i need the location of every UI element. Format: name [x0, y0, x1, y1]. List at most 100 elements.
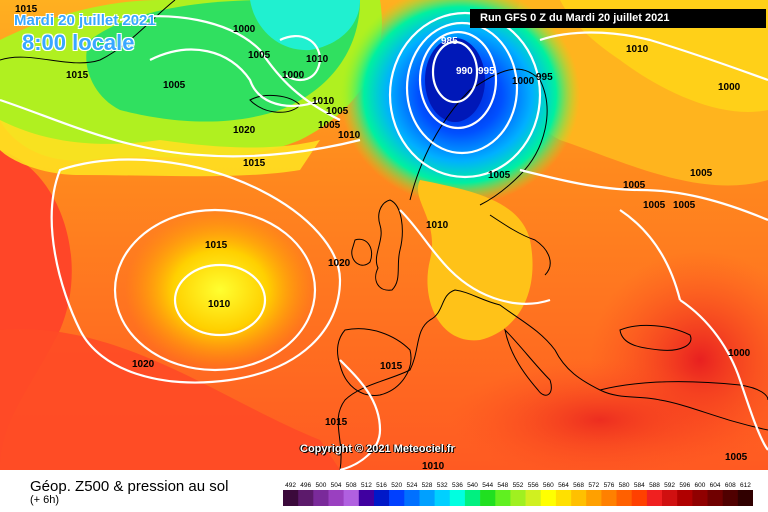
- scale-swatch: [389, 490, 405, 506]
- isobar-label: 1010: [626, 44, 649, 55]
- date-label: Mardi 20 juillet 2021: [14, 12, 156, 29]
- scale-tick-label: 536: [452, 482, 463, 489]
- scale-swatch: [677, 490, 693, 506]
- scale-swatch: [404, 490, 420, 506]
- isobar-label: 990: [456, 66, 473, 77]
- coast-uk: [375, 199, 403, 291]
- isobar-label: 1000: [233, 24, 256, 35]
- scale-tick-label: 564: [558, 482, 569, 489]
- isobar-1005-east2: [619, 209, 682, 301]
- scale-swatch: [298, 490, 314, 506]
- scale-tick-label: 500: [315, 482, 326, 489]
- field-high: [125, 210, 315, 370]
- scale-swatch: [586, 490, 602, 506]
- scale-swatch: [525, 490, 542, 506]
- scale-tick-label: 504: [331, 482, 342, 489]
- scale-swatch: [616, 490, 632, 506]
- coast-europe: [337, 289, 768, 470]
- scale-swatch: [358, 490, 375, 506]
- isobar-label: 1005: [163, 80, 186, 91]
- field-hot-south: [450, 360, 750, 470]
- isobar-label: 995: [536, 72, 553, 83]
- isobar-label: 1000: [728, 348, 751, 359]
- scale-tick-label: 608: [725, 482, 736, 489]
- isobar-label: 1015: [205, 240, 228, 251]
- scale-swatch: [722, 490, 739, 506]
- isobar-1000-north: [279, 35, 322, 82]
- isobar-1010-north: [119, 15, 341, 121]
- weather-map: 1015 1000 1005 1010 1005 1000 1015 1005 …: [0, 0, 768, 470]
- scale-tick-label: 496: [300, 482, 311, 489]
- scale-tick-label: 492: [285, 482, 296, 489]
- isobar-labels: 1015 1000 1005 1010 1005 1000 1015 1005 …: [15, 4, 751, 470]
- scale-swatch: [555, 490, 572, 506]
- scale-tick-label: 612: [740, 482, 751, 489]
- legend-title: Géop. Z500 & pression au sol: [30, 478, 229, 495]
- isobar-1015-med: [339, 359, 382, 470]
- isobar-label: 1020: [328, 258, 351, 269]
- coast-ireland: [351, 238, 373, 266]
- scale-tick-label: 604: [710, 482, 721, 489]
- scale-tick-label: 560: [543, 482, 554, 489]
- coast-baltic: [489, 214, 551, 276]
- isobar-label: 1005: [326, 106, 349, 117]
- isobar-label: 1020: [233, 125, 256, 136]
- isobar-label: 1005: [623, 180, 646, 191]
- isobar-label: 1005: [673, 200, 696, 211]
- isobars: [0, 11, 768, 470]
- scale-tick-label: 576: [604, 482, 615, 489]
- isobar-label: 1005: [488, 170, 511, 181]
- isobar-low-995: [405, 21, 519, 155]
- isobar-label: 1015: [325, 417, 348, 428]
- scale-swatch: [374, 490, 390, 506]
- isobar-label: 1005: [643, 200, 666, 211]
- scale-swatch: [540, 490, 557, 506]
- isobar-label: 1020: [132, 359, 155, 370]
- isobar-high-1010: [173, 263, 267, 337]
- scale-tick-label: 508: [346, 482, 357, 489]
- scale-swatch: [737, 490, 753, 506]
- isobar-label: 1010: [306, 54, 329, 65]
- field-trough-cyan: [250, 0, 360, 51]
- run-label: Run GFS 0 Z du Mardi 20 juillet 2021: [470, 9, 766, 28]
- isobar-label: 1010: [208, 299, 231, 310]
- scale-tick-label: 592: [664, 482, 675, 489]
- scale-swatch: [510, 490, 526, 506]
- isobar-1015-north: [0, 98, 361, 158]
- isobar-label: 995: [478, 66, 495, 77]
- scale-tick-label: 588: [649, 482, 660, 489]
- scale-swatch: [480, 490, 496, 506]
- scale-tick-label: 528: [422, 482, 433, 489]
- coast-iberia: [337, 328, 412, 396]
- scale-tick-label: 512: [361, 482, 372, 489]
- field-red-south: [0, 329, 340, 470]
- time-label: 8:00 locale: [22, 30, 135, 55]
- scale-tick-label: 544: [482, 482, 493, 489]
- scale-swatch: [707, 490, 723, 506]
- copyright-label: Copyright © 2021 Meteociel.fr: [300, 443, 455, 455]
- isobar-1020-west: [50, 158, 342, 384]
- isobar-label: 1015: [243, 158, 266, 169]
- isobar-label: 1005: [690, 168, 713, 179]
- isobar-label: 1015: [15, 4, 38, 15]
- scale-swatch: [434, 490, 451, 506]
- isobar-label: 985: [441, 36, 458, 47]
- isobar-label: 1015: [380, 361, 403, 372]
- scale-tick-label: 556: [528, 482, 539, 489]
- scale-tick-label: 568: [573, 482, 584, 489]
- isobar-high-1015: [113, 208, 317, 372]
- isobar-label: 1010: [422, 461, 445, 470]
- scale-tick-label: 516: [376, 482, 387, 489]
- scale-swatch: [464, 490, 481, 506]
- legend-subtitle: (+ 6h): [30, 494, 60, 506]
- scale-swatch: [449, 490, 466, 506]
- scale-swatch: [343, 490, 360, 506]
- scale-swatch: [328, 490, 344, 506]
- coast-greenland: [0, 0, 176, 64]
- scale-tick-label: 540: [467, 482, 478, 489]
- isobar-low-990: [418, 30, 498, 130]
- scale-tick-label: 600: [694, 482, 705, 489]
- isobar-label: 1000: [512, 76, 535, 87]
- coast-anatolia: [599, 381, 768, 401]
- isobar-label: 1005: [318, 120, 341, 131]
